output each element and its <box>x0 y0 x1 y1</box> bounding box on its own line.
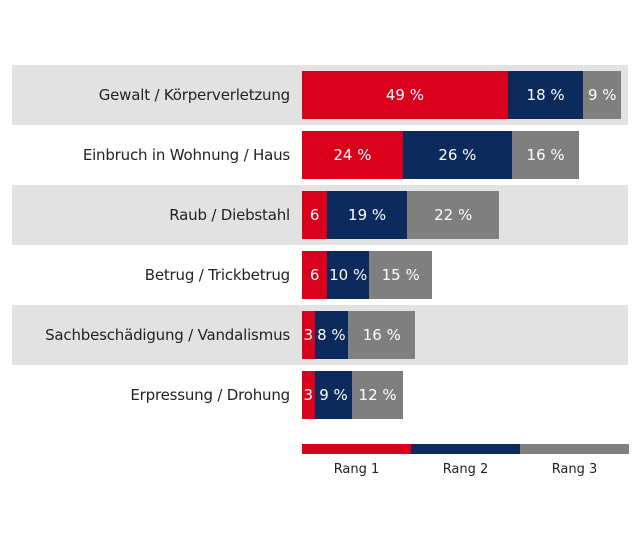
legend-swatch-rang-1 <box>302 444 411 454</box>
category-label: Betrug / Trickbetrug <box>144 266 290 284</box>
bar-segment-rang-2: 26 % <box>402 131 512 179</box>
bar-segment-rang-2: 8 % <box>314 311 349 359</box>
bar-segment-rang-1: 6 <box>302 191 328 239</box>
bar-segment-rang-1: 24 % <box>302 131 403 179</box>
bar-segment-rang-2: 19 % <box>327 191 407 239</box>
bar-segment-rang-2: 10 % <box>327 251 370 299</box>
legend-label: Rang 2 <box>442 462 489 477</box>
category-label: Einbruch in Wohnung / Haus <box>82 146 290 164</box>
category-label: Gewalt / Körperverletzung <box>98 86 290 104</box>
legend-swatch-rang-3 <box>520 444 629 454</box>
bar-segment-rang-3: 22 % <box>407 191 500 239</box>
category-label: Erpressung / Drohung <box>130 386 290 404</box>
bar-segment-rang-2: 9 % <box>314 371 353 419</box>
bar-segment-rang-1: 3 <box>302 371 315 419</box>
bar-segment-rang-3: 15 % <box>369 251 433 299</box>
bar-segment-rang-3: 9 % <box>583 71 622 119</box>
bar-segment-rang-2: 18 % <box>507 71 584 119</box>
bar-segment-rang-1: 3 <box>302 311 315 359</box>
legend-label: Rang 3 <box>551 462 598 477</box>
bar-segment-rang-3: 16 % <box>348 311 416 359</box>
bar-segment-rang-3: 12 % <box>352 371 403 419</box>
category-label: Sachbeschädigung / Vandalismus <box>45 326 290 344</box>
category-label: Raub / Diebstahl <box>169 206 290 224</box>
bar-segment-rang-1: 49 % <box>302 71 508 119</box>
legend-swatch-rang-2 <box>411 444 520 454</box>
bar-segment-rang-3: 16 % <box>512 131 580 179</box>
legend-label: Rang 1 <box>333 462 380 477</box>
bar-segment-rang-1: 6 <box>302 251 328 299</box>
